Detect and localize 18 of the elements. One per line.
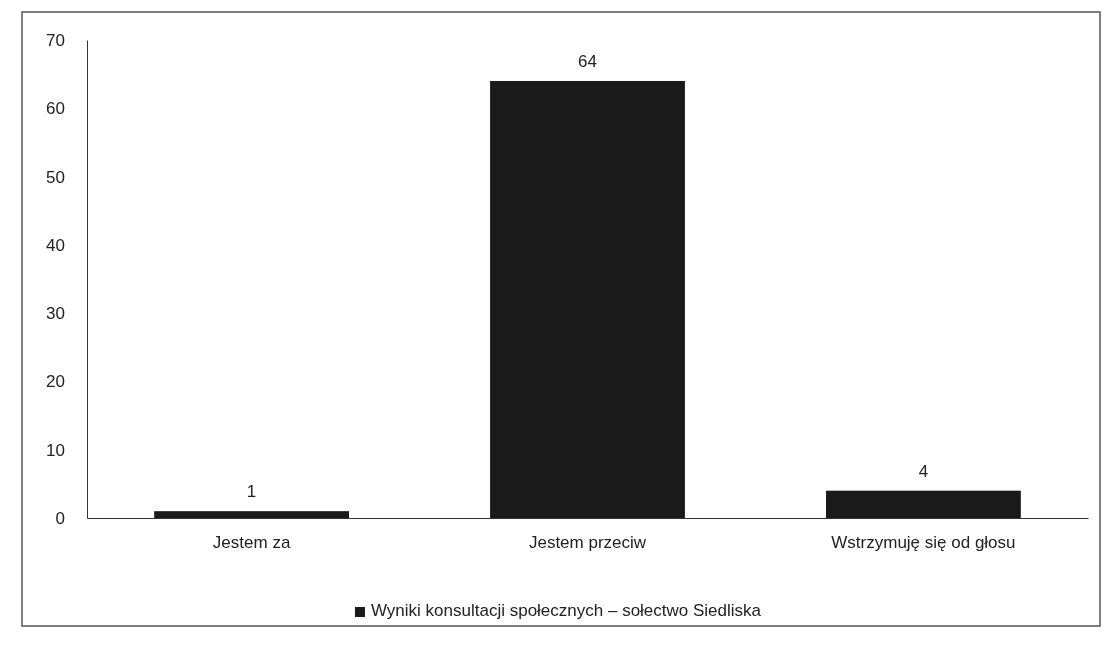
legend-label: Wyniki konsultacji społecznych – sołectwo Siedliska bbox=[370, 601, 762, 621]
bar bbox=[490, 80, 685, 518]
y-tick-label: 10 bbox=[46, 440, 65, 460]
bar bbox=[825, 490, 1021, 518]
y-tick-label: 0 bbox=[55, 508, 65, 528]
y-tick-label: 50 bbox=[46, 167, 65, 187]
y-tick-label: 70 bbox=[46, 30, 65, 50]
x-tick-label: Jestem za bbox=[212, 533, 291, 553]
x-tick-label: Wstrzymuję się od głosu bbox=[831, 533, 1016, 553]
x-tick-label: Jestem przeciw bbox=[528, 533, 647, 553]
bar bbox=[154, 511, 350, 518]
data-label: 64 bbox=[578, 51, 597, 71]
data-label: 1 bbox=[246, 482, 257, 502]
y-tick-label: 60 bbox=[46, 99, 65, 119]
data-label: 4 bbox=[918, 461, 929, 481]
y-tick-label: 20 bbox=[46, 372, 65, 392]
y-tick-label: 40 bbox=[46, 235, 65, 255]
y-tick-label: 30 bbox=[46, 304, 65, 324]
